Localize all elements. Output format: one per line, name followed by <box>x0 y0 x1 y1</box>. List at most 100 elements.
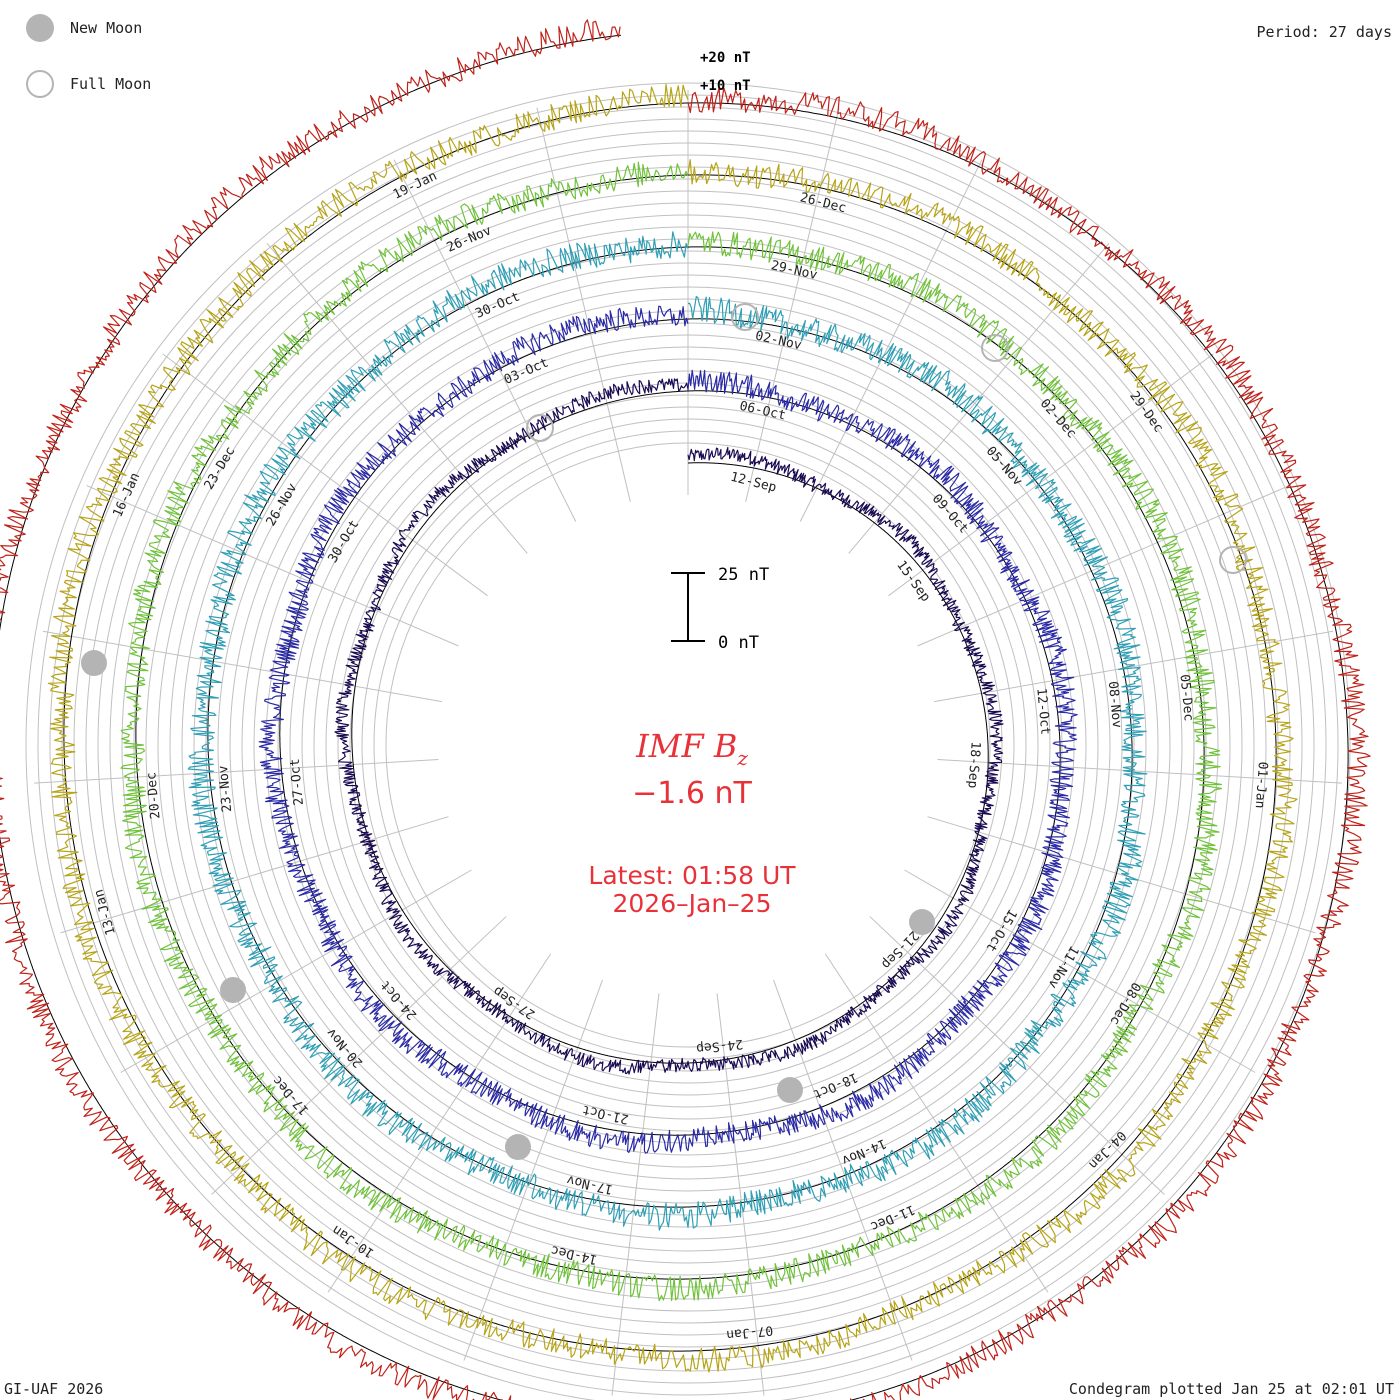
date-label: 16-Jan <box>110 471 143 520</box>
period-label: Period: 27 days <box>1256 23 1392 41</box>
grid-spoke <box>34 759 439 784</box>
new-moon-marker <box>909 909 935 935</box>
date-label: 27-Oct <box>288 758 307 806</box>
grid-circle <box>277 334 1099 1156</box>
full-moon-icon <box>26 70 54 98</box>
grid-spoke <box>799 159 983 522</box>
grid-circle <box>37 94 1339 1396</box>
date-label: 08-Nov <box>1105 681 1124 729</box>
grid-circle <box>337 394 1039 1096</box>
legend-new-moon-label: New Moon <box>70 19 143 37</box>
date-label: 06-Oct <box>738 399 787 424</box>
date-label: 26-Dec <box>798 190 847 216</box>
grid-circle <box>385 442 991 1048</box>
center-title-main: IMF B <box>635 727 737 765</box>
date-label: 07-Jan <box>726 1322 774 1342</box>
date-label: 30-Oct <box>473 289 522 321</box>
grid-spoke <box>211 916 507 1195</box>
grid-circle <box>313 370 1063 1120</box>
grid-circle <box>217 274 1159 1216</box>
date-label: 17-Nov <box>565 1172 614 1197</box>
date-label: 21-Oct <box>581 1101 630 1126</box>
grid-circle <box>181 238 1195 1252</box>
grid-spoke <box>934 630 1334 703</box>
footer-plotted: Condegram plotted Jan 25 at 02:01 UT <box>1068 1380 1394 1398</box>
latest-time: Latest: 01:58 UT <box>588 861 796 890</box>
grid-circle <box>49 106 1327 1384</box>
scale-bar-top-label: 25 nT <box>718 565 769 585</box>
date-label: 03-Oct <box>502 355 551 387</box>
legend-full-moon: Full Moon <box>26 70 151 98</box>
new-moon-marker <box>81 650 107 676</box>
full-moon-marker <box>526 414 554 442</box>
grid-spoke <box>824 953 1049 1293</box>
grid-circle <box>373 430 1003 1060</box>
date-label: 05-Dec <box>1177 674 1196 722</box>
center-title-subscript: z <box>736 746 748 770</box>
date-label: 18-Sep <box>964 741 982 789</box>
grid-spoke <box>120 869 472 1073</box>
grid-spoke <box>888 353 1214 597</box>
date-label: 23-Nov <box>216 764 235 812</box>
grid-spoke <box>536 107 631 502</box>
grid-spoke <box>60 816 449 934</box>
date-label: 14-Nov <box>839 1135 888 1167</box>
full-moon-marker <box>981 334 1009 362</box>
grid-spoke <box>773 979 913 1361</box>
date-label: 21-Sep <box>878 927 922 971</box>
center-value: −1.6 nT <box>632 776 752 811</box>
bz-trace <box>258 305 1078 1154</box>
new-moon-icon <box>26 14 54 42</box>
grid-circle <box>301 358 1075 1132</box>
bz-trace <box>187 231 1148 1231</box>
date-label: 01-Jan <box>1252 761 1270 809</box>
scale-bar: 25 nT 0 nT <box>671 565 769 653</box>
date-label: 26-Nov <box>264 481 301 529</box>
grid-spoke <box>327 953 552 1293</box>
grid-spoke <box>266 242 528 554</box>
grid-circle <box>25 82 1351 1400</box>
date-label: 26-Nov <box>445 223 494 255</box>
date-label: 02-Nov <box>754 329 803 354</box>
grid-circle <box>85 142 1291 1348</box>
grid-circle <box>121 178 1255 1312</box>
grid-spoke <box>745 107 840 502</box>
full-moon-marker <box>1219 546 1247 574</box>
legend-full-moon-label: Full Moon <box>70 75 152 93</box>
footer-credit: GI-UAF 2026 <box>4 1380 104 1398</box>
grid-spoke <box>927 816 1316 934</box>
grid-circle <box>325 382 1051 1108</box>
grid-circle <box>61 118 1315 1372</box>
scale-bar-bottom-label: 0 nT <box>718 633 759 653</box>
scale-label: +10 nT <box>700 78 751 94</box>
grid-spoke <box>463 979 603 1361</box>
grid-spoke <box>611 993 660 1396</box>
zero-ring <box>63 102 1277 1352</box>
grid-circle <box>169 226 1207 1264</box>
grid-spoke <box>86 485 459 647</box>
grid-spoke <box>917 485 1290 647</box>
date-label: 15-Oct <box>983 906 1020 954</box>
grid-spoke <box>393 159 577 522</box>
date-label: 18-Oct <box>811 1069 860 1101</box>
grid-spoke <box>42 630 442 703</box>
grid-layer <box>25 82 1351 1400</box>
grid-circle <box>229 286 1147 1204</box>
bz-trace <box>334 378 1004 1075</box>
new-moon-marker <box>220 977 246 1003</box>
new-moon-marker <box>777 1077 803 1103</box>
date-label: 04-Jan <box>1085 1127 1128 1171</box>
date-label: 30-Oct <box>326 518 363 566</box>
grid-circle <box>253 310 1123 1180</box>
grid-circle <box>193 250 1183 1240</box>
rotation-6 <box>0 19 1371 1400</box>
bz-trace <box>47 83 1298 1373</box>
latest-date: 2026–Jan–25 <box>613 889 772 918</box>
grid-circle <box>145 202 1231 1288</box>
bz-trace <box>0 19 1371 1400</box>
legend-new-moon: New Moon <box>26 14 142 42</box>
date-label: 12-Sep <box>729 470 778 496</box>
grid-circle <box>97 154 1279 1336</box>
new-moon-marker <box>505 1134 531 1160</box>
date-label: 11-Dec <box>868 1201 917 1233</box>
